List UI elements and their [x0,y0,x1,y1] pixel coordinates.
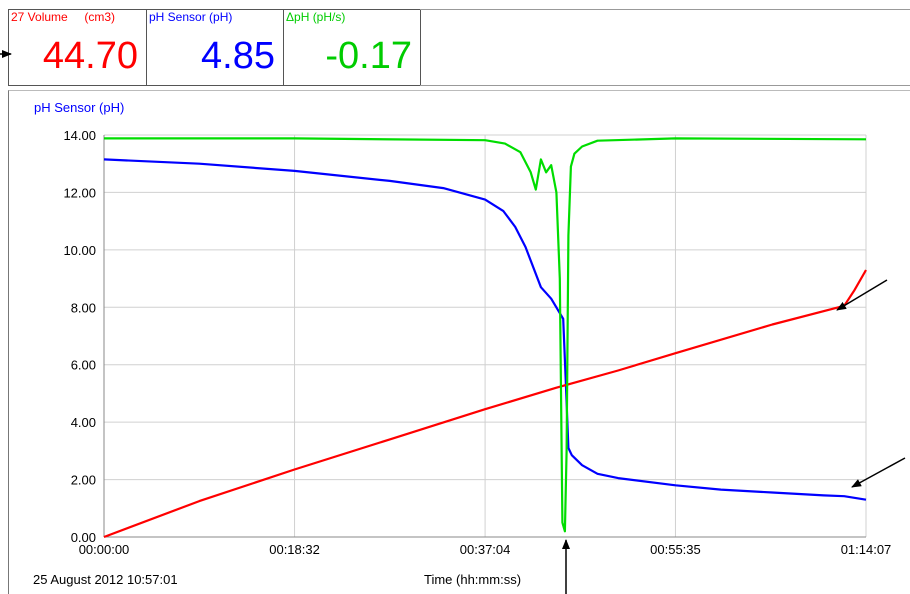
meter-panel-strip [420,9,910,86]
y-tick-label: 14.00 [63,128,96,143]
ph-series-line [103,158,867,501]
x-axis-label: Time (hh:mm:ss) [424,572,521,587]
dph-series-line [104,137,867,533]
y-tick-label: 4.00 [71,415,96,430]
dph-meter-value: -0.17 [325,35,412,77]
date-stamp: 25 August 2012 10:57:01 [33,572,178,587]
dph-meter: ΔpH (pH/s) -0.17 [283,9,421,86]
volume-meter: 27 Volume (cm3) 44.70 [8,9,147,86]
y-tick-label: 6.00 [71,358,96,373]
x-tick-label: 00:55:35 [650,542,701,557]
y-axis-label: pH Sensor (pH) [34,100,124,115]
volume-meter-value: 44.70 [42,35,138,77]
ph-meter: pH Sensor (pH) 4.85 [146,9,284,86]
volume-meter-label: 27 Volume (cm3) [11,10,116,24]
x-tick-label: 00:00:00 [79,542,130,557]
ph-meter-label: pH Sensor (pH) [149,10,233,24]
arrow-red-curve [836,279,888,311]
arrow-blue-curve [851,457,906,488]
y-tick-label: 12.00 [63,185,96,200]
y-tick-label: 2.00 [71,473,96,488]
chart-frame [8,90,910,594]
y-tick-label: 8.00 [71,300,96,315]
x-tick-label: 01:14:07 [841,542,892,557]
y-tick-label: 0.00 [71,530,96,545]
y-tick-label: 10.00 [63,243,96,258]
dph-meter-label: ΔpH (pH/s) [286,10,346,24]
x-tick-label: 00:18:32 [269,542,320,557]
x-tick-label: 00:37:04 [460,542,511,557]
ph-meter-value: 4.85 [201,35,275,77]
